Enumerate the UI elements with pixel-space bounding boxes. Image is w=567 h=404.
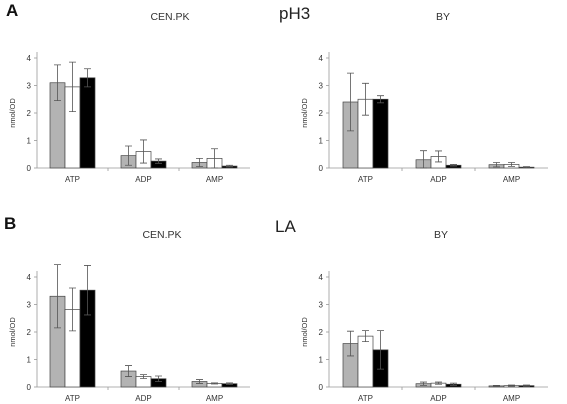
- x-tick-label: ADP: [135, 175, 151, 184]
- error-bar: [140, 374, 147, 379]
- y-tick-label: 3: [319, 82, 324, 91]
- error-bar: [54, 264, 61, 329]
- y-tick-label: 0: [27, 164, 32, 173]
- bar: [357, 335, 374, 388]
- error-bar: [347, 330, 354, 357]
- error-bar: [493, 162, 500, 168]
- panel-letter-b: B: [4, 214, 16, 233]
- chart-title: CEN.PK: [142, 229, 181, 241]
- error-bar: [377, 330, 384, 370]
- y-tick-label: 0: [27, 383, 32, 392]
- error-bar: [84, 68, 91, 88]
- y-tick-label: 4: [319, 273, 324, 282]
- y-axis-label: nmol/OD: [300, 317, 309, 347]
- y-tick-label: 2: [319, 328, 324, 337]
- x-tick-label: ADP: [135, 394, 151, 403]
- bar: [79, 77, 96, 169]
- y-tick-label: 3: [27, 82, 32, 91]
- error-bar: [125, 145, 132, 166]
- error-bar: [226, 382, 233, 385]
- error-bar: [211, 382, 218, 385]
- x-tick-label: AMP: [503, 394, 520, 403]
- x-tick-label: ADP: [430, 394, 446, 403]
- chart-0: CEN.PK 0 1 2 3 4 nmol/OD ATP ADP AMP: [8, 11, 250, 184]
- charts-group: CEN.PK 0 1 2 3 4 nmol/OD ATP ADP AMP BY 0 1 2 3 4 nmol/O…: [8, 11, 548, 403]
- error-bar: [523, 166, 530, 169]
- y-tick-label: 2: [27, 109, 32, 118]
- y-tick-label: 4: [27, 273, 32, 282]
- x-tick-label: AMP: [206, 394, 223, 403]
- condition-label-ph3: pH3: [279, 4, 310, 23]
- error-bar: [508, 384, 515, 387]
- error-bar: [493, 384, 500, 387]
- error-bar: [125, 365, 132, 377]
- chart-3: BY 0 1 2 3 4 nmol/OD ATP ADP AMP: [300, 229, 548, 403]
- x-tick-label: ATP: [65, 394, 80, 403]
- error-bar: [69, 61, 76, 113]
- y-tick-label: 2: [27, 328, 32, 337]
- y-tick-label: 3: [319, 301, 324, 310]
- condition-label-la: LA: [275, 217, 296, 236]
- panel-letter-a: A: [6, 1, 18, 20]
- y-tick-label: 3: [27, 301, 32, 310]
- y-axis-label: nmol/OD: [8, 317, 17, 347]
- error-bar: [362, 82, 369, 116]
- error-bar: [523, 384, 530, 387]
- error-bar: [226, 164, 233, 168]
- x-tick-label: ATP: [358, 394, 373, 403]
- chart-1: BY 0 1 2 3 4 nmol/OD ATP ADP AMP: [300, 11, 548, 184]
- chart-title: CEN.PK: [150, 11, 189, 23]
- y-tick-label: 2: [319, 109, 324, 118]
- error-bar: [435, 150, 442, 163]
- error-bar: [450, 382, 457, 386]
- error-bar: [196, 379, 203, 384]
- y-tick-label: 1: [27, 137, 32, 146]
- y-tick-label: 1: [319, 356, 324, 365]
- error-bar: [420, 150, 427, 169]
- error-bar: [362, 330, 369, 343]
- error-bar: [377, 95, 384, 104]
- y-tick-label: 4: [319, 54, 324, 63]
- x-tick-label: AMP: [503, 175, 520, 184]
- y-axis-label: nmol/OD: [8, 98, 17, 128]
- bar: [372, 98, 389, 169]
- error-bar: [155, 158, 162, 164]
- x-tick-label: AMP: [206, 175, 223, 184]
- error-bar: [420, 381, 427, 386]
- x-tick-label: ADP: [430, 175, 446, 184]
- chart-title: BY: [436, 11, 450, 23]
- y-tick-label: 1: [27, 356, 32, 365]
- y-tick-label: 0: [319, 164, 324, 173]
- error-bar: [347, 72, 354, 132]
- error-bar: [508, 162, 515, 167]
- y-axis-label: nmol/OD: [300, 98, 309, 128]
- y-tick-label: 0: [319, 383, 324, 392]
- x-tick-label: ATP: [65, 175, 80, 184]
- error-bar: [196, 157, 203, 168]
- y-tick-label: 4: [27, 54, 32, 63]
- error-bar: [54, 64, 61, 102]
- x-tick-label: ATP: [358, 175, 373, 184]
- chart-title: BY: [434, 229, 448, 241]
- error-bar: [450, 164, 457, 167]
- error-bar: [211, 148, 218, 169]
- chart-2: CEN.PK 0 1 2 3 4 nmol/OD ATP ADP AMP: [8, 229, 250, 403]
- y-tick-label: 1: [319, 137, 324, 146]
- error-bar: [155, 375, 162, 382]
- error-bar: [140, 139, 147, 164]
- error-bar: [84, 265, 91, 316]
- error-bar: [435, 381, 442, 385]
- error-bar: [69, 287, 76, 332]
